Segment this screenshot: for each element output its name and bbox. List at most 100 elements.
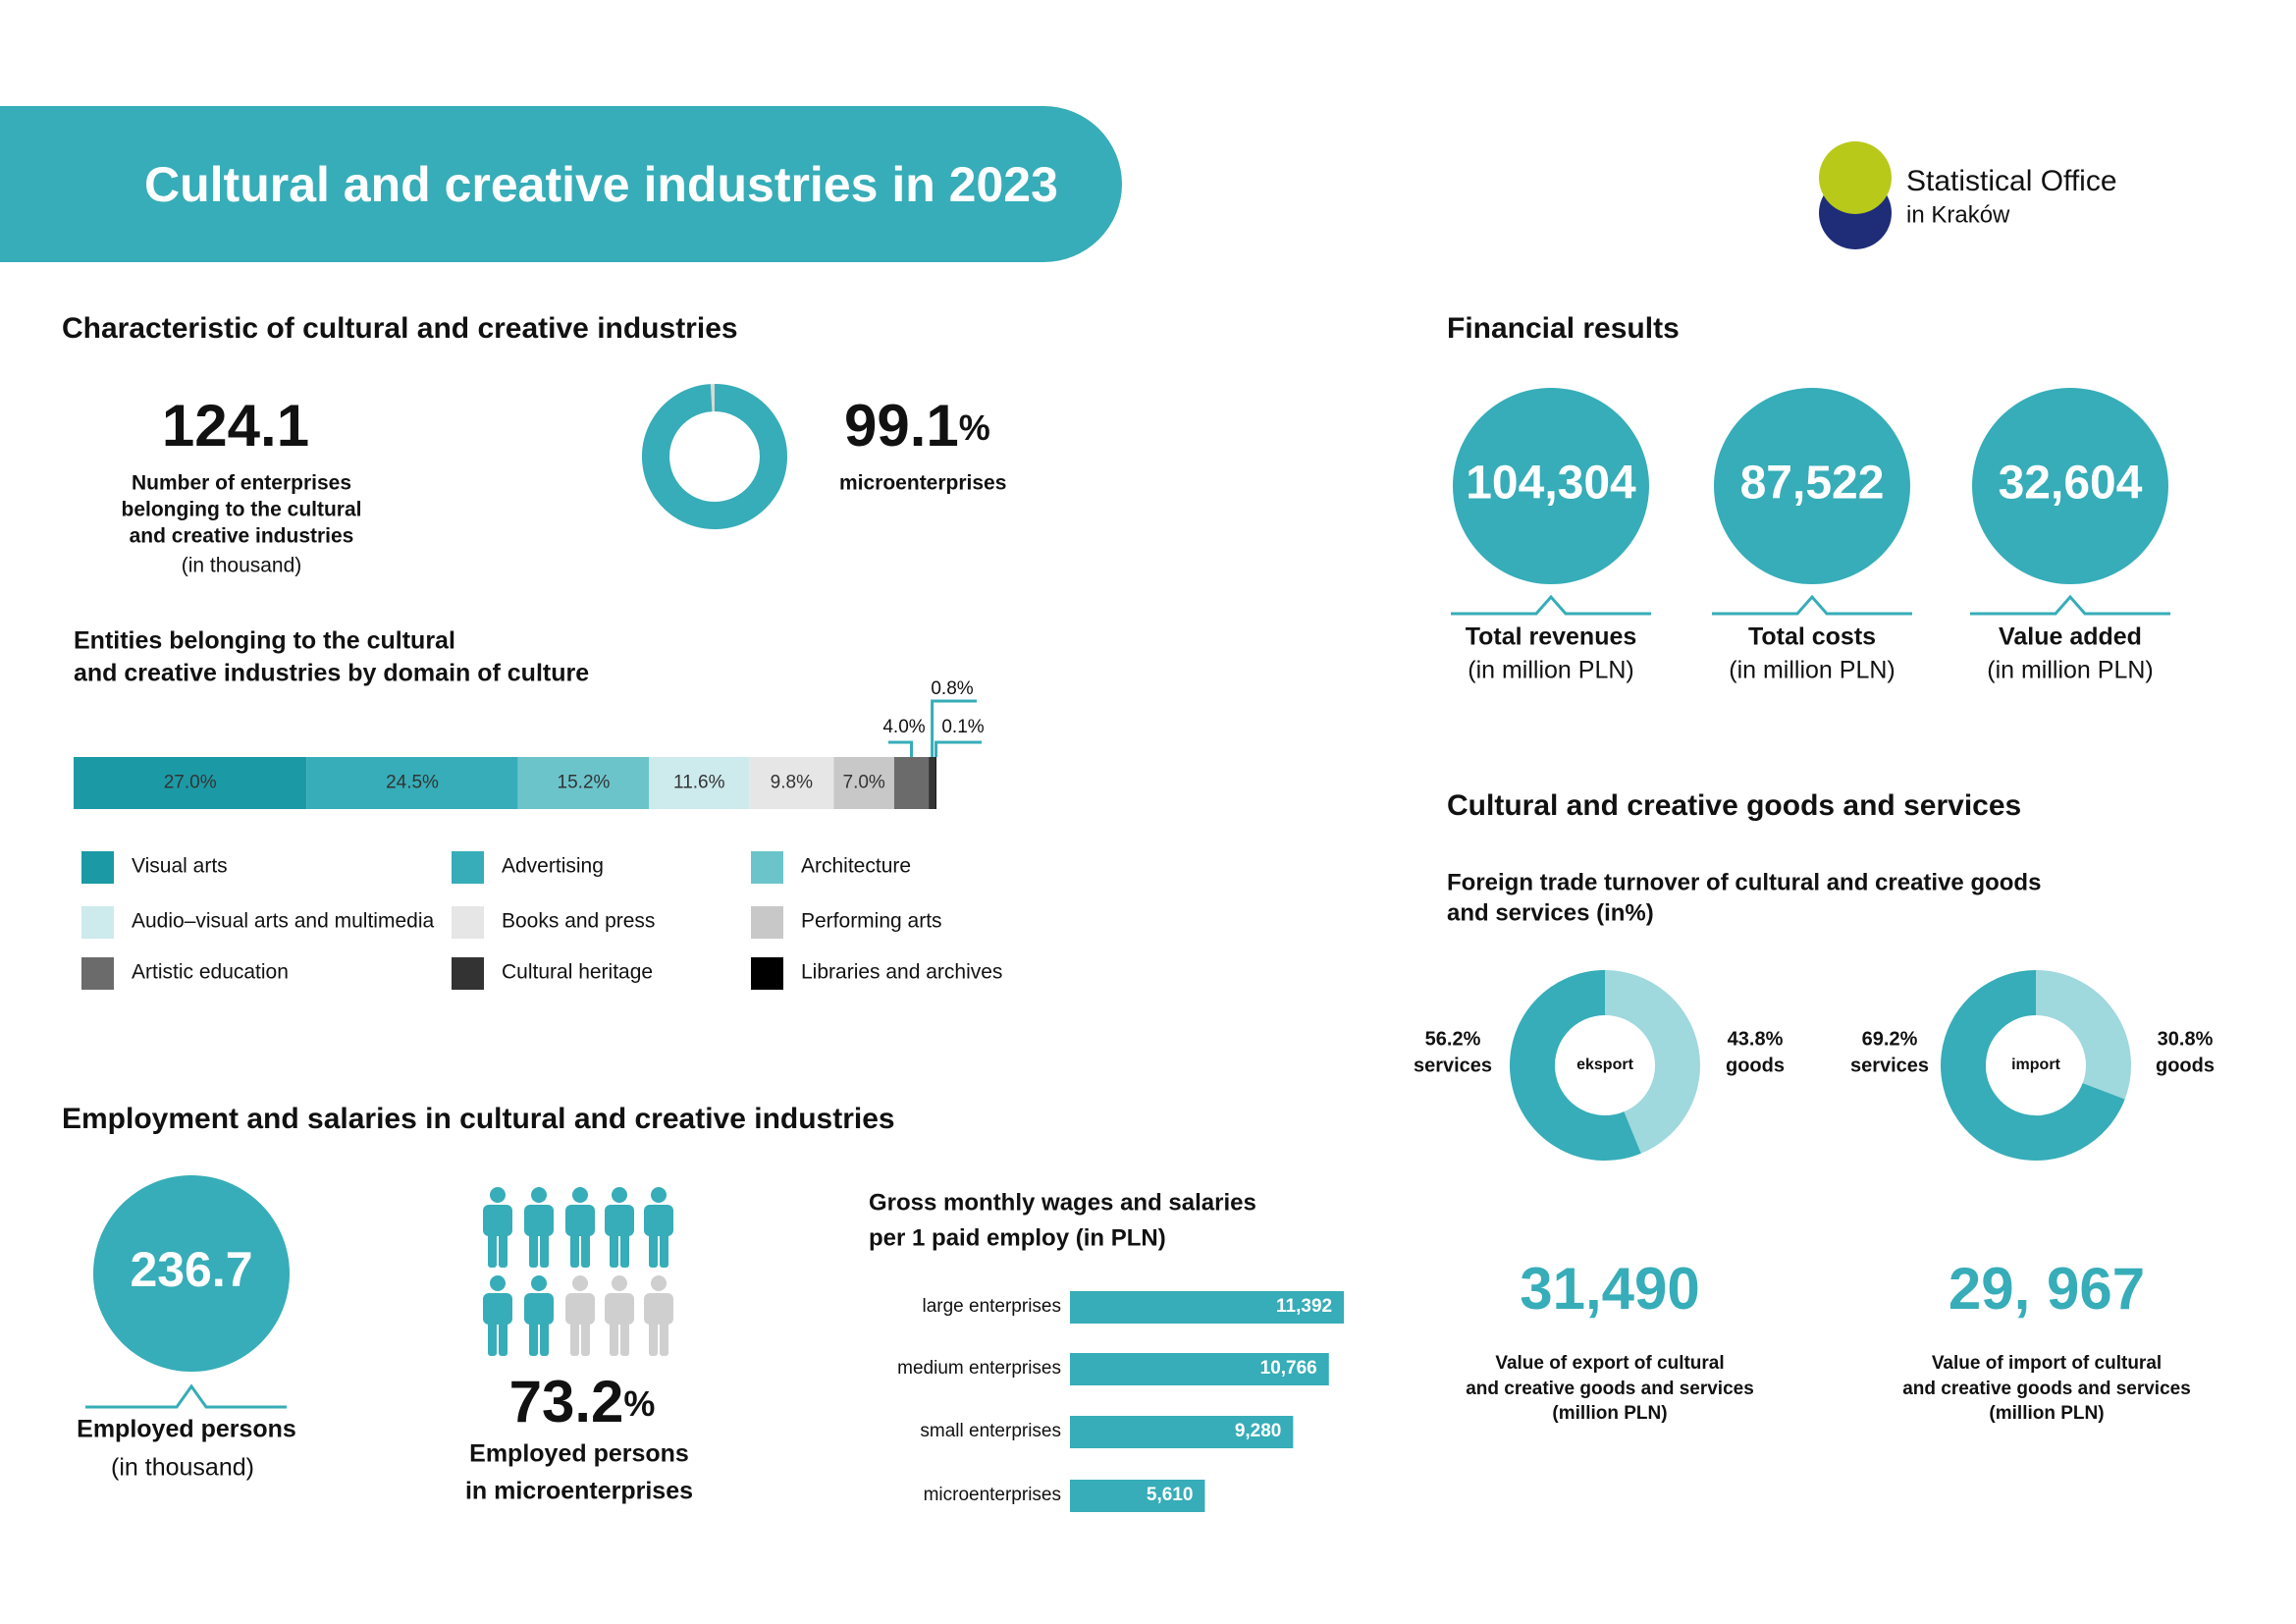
note: (in thousand)	[111, 1454, 254, 1482]
data-label: 69.2%	[1862, 1028, 1918, 1050]
subheading: Foreign trade turnover of cultural and c…	[1447, 869, 2041, 895]
unit: %	[623, 1383, 655, 1424]
desc: and creative industries	[130, 525, 354, 548]
category-label: medium enterprises	[897, 1358, 1061, 1379]
donut-arc	[1604, 970, 1700, 1154]
label: Employed persons	[469, 1440, 689, 1468]
part-name: goods	[1726, 1055, 1785, 1076]
leader-line	[934, 740, 982, 757]
circle	[1714, 388, 1910, 584]
bar-segment	[929, 757, 936, 809]
legend-label: Architecture	[801, 855, 911, 878]
logo-circle	[1819, 141, 1892, 214]
bar	[1070, 1416, 1294, 1448]
big-number: 104,304	[1466, 458, 1636, 510]
legend-swatch	[81, 906, 114, 939]
section-heading: Characteristic of cultural and creative …	[62, 312, 738, 345]
data-label: 5,610	[1147, 1485, 1194, 1505]
bar	[1070, 1353, 1329, 1385]
big-number: 87,522	[1740, 458, 1885, 510]
donut-center: import	[2011, 1056, 2060, 1073]
data-label: 0.8%	[931, 678, 973, 699]
subheading: Gross monthly wages and salaries	[869, 1189, 1256, 1216]
bar-segment	[893, 757, 930, 809]
data-label: 27.0%	[164, 773, 217, 793]
legend-swatch	[452, 851, 484, 884]
big-number: 32,604	[1999, 458, 2143, 510]
part-name: services	[1850, 1055, 1929, 1076]
donut-arc	[642, 384, 787, 529]
note: (in million PLN)	[1468, 657, 1633, 684]
subheading: and services (in%)	[1447, 899, 1654, 926]
data-label: 15.2%	[558, 773, 611, 793]
data-label: 11.6%	[673, 773, 725, 793]
legend-label: Audio–visual arts and multimedia	[132, 910, 434, 933]
underline	[1712, 594, 1912, 616]
part-name: goods	[2156, 1055, 2215, 1076]
legend-label: Cultural heritage	[502, 961, 653, 984]
bar	[1070, 1291, 1345, 1324]
legend-swatch	[452, 906, 484, 939]
desc: (million PLN)	[1552, 1403, 1667, 1424]
data-label: 10,766	[1260, 1358, 1317, 1379]
data-label: 43.8%	[1728, 1028, 1784, 1050]
desc: Number of enterprises	[132, 472, 351, 495]
legend-label: Performing arts	[801, 910, 942, 933]
data-label: 9,280	[1235, 1421, 1282, 1441]
big-number: 29, 967	[1949, 1256, 2145, 1322]
subheading: and creative industries by domain of cul…	[74, 660, 589, 687]
legend-swatch	[81, 957, 114, 990]
subheading: Entities belonging to the cultural	[74, 627, 455, 655]
data-label: 30.8%	[2158, 1028, 2214, 1050]
donut-arc	[1510, 970, 1641, 1161]
donut-center: eksport	[1576, 1056, 1633, 1073]
data-label: 0.1%	[941, 717, 984, 737]
label: Total costs	[1748, 623, 1876, 651]
desc: (million PLN)	[1989, 1403, 2104, 1424]
data-label: 7.0%	[843, 773, 885, 793]
value: 99.1	[844, 393, 959, 459]
section-heading: Cultural and creative goods and services	[1447, 789, 2021, 822]
data-label: 9.8%	[771, 773, 813, 793]
circle	[1972, 388, 2168, 584]
category-label: large enterprises	[922, 1296, 1061, 1317]
legend-swatch	[81, 851, 114, 884]
circle	[93, 1175, 290, 1372]
data-label: 4.0%	[882, 717, 925, 737]
note: (in million PLN)	[1729, 657, 1895, 684]
underline	[85, 1383, 287, 1409]
desc: and creative goods and services	[1902, 1379, 2191, 1399]
label: Value added	[1999, 623, 2142, 651]
header-banner	[0, 106, 1122, 262]
big-number: 31,490	[1520, 1256, 1700, 1322]
underline	[1970, 594, 2170, 616]
desc: Value of import of cultural	[1932, 1353, 2162, 1374]
legend-label: Artistic education	[132, 961, 289, 984]
donut-arc	[2035, 970, 2131, 1100]
legend-swatch	[452, 957, 484, 990]
data-label: 56.2%	[1425, 1028, 1481, 1050]
label: Employed persons	[77, 1416, 296, 1443]
label: in microenterprises	[465, 1478, 693, 1505]
legend-label: Advertising	[502, 855, 604, 878]
logo-text: Statistical Office	[1906, 165, 2117, 197]
bar-segment	[935, 757, 936, 809]
leader-line	[888, 740, 914, 757]
part-name: services	[1414, 1055, 1492, 1076]
unit: %	[959, 407, 990, 448]
note: (in million PLN)	[1987, 657, 2153, 684]
logo-text: in Kraków	[1906, 201, 2010, 228]
bar-segment	[74, 757, 307, 809]
data-label: 24.5%	[386, 773, 439, 793]
circle	[1453, 388, 1649, 584]
desc: (in thousand)	[182, 555, 302, 577]
desc: Value of export of cultural	[1495, 1353, 1724, 1374]
bar-segment	[306, 757, 518, 809]
bar-segment	[649, 757, 750, 809]
legend-swatch	[751, 851, 783, 884]
donut-arc	[1941, 970, 2125, 1161]
category-label: microenterprises	[924, 1485, 1061, 1505]
desc: belonging to the cultural	[122, 499, 362, 521]
legend-swatch	[751, 957, 783, 990]
